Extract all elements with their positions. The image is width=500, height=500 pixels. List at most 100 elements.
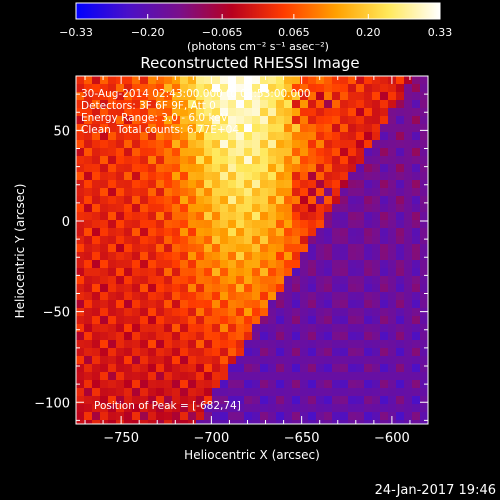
heatmap-cell <box>300 340 309 349</box>
heatmap-cell <box>116 340 125 349</box>
heatmap-cell <box>412 236 421 245</box>
heatmap-cell <box>116 228 125 237</box>
heatmap-cell <box>140 100 149 109</box>
heatmap-cell <box>348 132 357 141</box>
heatmap-cell <box>260 180 269 189</box>
heatmap-cell <box>404 364 413 373</box>
heatmap-cell <box>244 196 253 205</box>
heatmap-cell <box>372 380 381 389</box>
heatmap-cell <box>100 340 109 349</box>
heatmap-cell <box>316 412 325 421</box>
heatmap-cell <box>100 172 109 181</box>
heatmap-cell <box>76 236 85 245</box>
heatmap-cell <box>180 380 189 389</box>
heatmap-cell <box>228 124 237 133</box>
heatmap-cell <box>404 356 413 365</box>
heatmap-cell <box>268 284 277 293</box>
heatmap-cell <box>356 268 365 277</box>
heatmap-cell <box>308 124 317 133</box>
heatmap-cell <box>132 324 141 333</box>
heatmap-cell <box>84 372 93 381</box>
heatmap-cell <box>356 196 365 205</box>
heatmap-cell <box>388 244 397 253</box>
heatmap-cell <box>164 412 173 421</box>
heatmap-cell <box>108 324 117 333</box>
heatmap-cell <box>356 404 365 413</box>
heatmap-cell <box>268 196 277 205</box>
heatmap-cell <box>84 244 93 253</box>
heatmap-cell <box>76 420 85 424</box>
heatmap-cell <box>188 396 197 405</box>
heatmap-cell <box>412 116 421 125</box>
heatmap-cell <box>92 244 101 253</box>
heatmap-cell <box>332 380 341 389</box>
heatmap-cell <box>308 412 317 421</box>
heatmap-cell <box>260 388 269 397</box>
heatmap-cell <box>116 356 125 365</box>
heatmap-cell <box>100 92 109 101</box>
heatmap-cell <box>372 396 381 405</box>
heatmap-cell <box>388 316 397 325</box>
heatmap-cell <box>260 404 269 413</box>
heatmap-cell <box>276 308 285 317</box>
heatmap-cell <box>84 124 93 133</box>
heatmap-cell <box>260 212 269 221</box>
heatmap-cell <box>300 324 309 333</box>
heatmap-cell <box>228 300 237 309</box>
heatmap-cell <box>260 348 269 357</box>
heatmap-cell <box>396 332 405 341</box>
heatmap-cell <box>268 364 277 373</box>
heatmap-cell <box>380 244 389 253</box>
heatmap-cell <box>404 188 413 197</box>
heatmap-cell <box>308 148 317 157</box>
heatmap-cell <box>228 92 237 101</box>
heatmap-cell <box>252 260 261 269</box>
heatmap-cell <box>412 396 421 405</box>
heatmap-cell <box>284 324 293 333</box>
heatmap-cell <box>340 92 349 101</box>
heatmap-cell <box>228 236 237 245</box>
heatmap-cell <box>348 196 357 205</box>
heatmap-cell <box>340 196 349 205</box>
heatmap-cell <box>228 340 237 349</box>
heatmap-cell <box>388 196 397 205</box>
heatmap-cell <box>156 116 165 125</box>
heatmap-cell <box>316 100 325 109</box>
heatmap-cell <box>196 92 205 101</box>
heatmap-cell <box>188 356 197 365</box>
heatmap-cell <box>108 412 117 421</box>
heatmap-cell <box>284 412 293 421</box>
heatmap-cell <box>404 172 413 181</box>
heatmap-cell <box>76 412 85 421</box>
heatmap-cell <box>364 204 373 213</box>
heatmap-cell <box>372 188 381 197</box>
heatmap-cell <box>276 332 285 341</box>
heatmap-cell <box>268 276 277 285</box>
heatmap-cell <box>396 228 405 237</box>
heatmap-cell <box>388 372 397 381</box>
heatmap-cell <box>116 300 125 309</box>
heatmap-cell <box>92 404 101 413</box>
heatmap-cell <box>212 380 221 389</box>
heatmap-cell <box>348 84 357 93</box>
heatmap-cell <box>268 188 277 197</box>
heatmap-cell <box>76 300 85 309</box>
heatmap-cell <box>204 156 213 165</box>
heatmap-cell <box>276 92 285 101</box>
heatmap-cell <box>356 76 365 85</box>
heatmap-cell <box>404 156 413 165</box>
heatmap-cell <box>348 356 357 365</box>
heatmap-cell <box>404 348 413 357</box>
heatmap-cell <box>292 388 301 397</box>
heatmap-cell <box>396 284 405 293</box>
heatmap-cell <box>196 204 205 213</box>
heatmap-cell <box>404 236 413 245</box>
heatmap-cell <box>172 372 181 381</box>
heatmap-cell <box>364 148 373 157</box>
heatmap-cell <box>412 356 421 365</box>
heatmap-cell <box>356 364 365 373</box>
heatmap-cell <box>252 284 261 293</box>
heatmap-cell <box>276 212 285 221</box>
heatmap-cell <box>84 268 93 277</box>
heatmap-cell <box>412 204 421 213</box>
